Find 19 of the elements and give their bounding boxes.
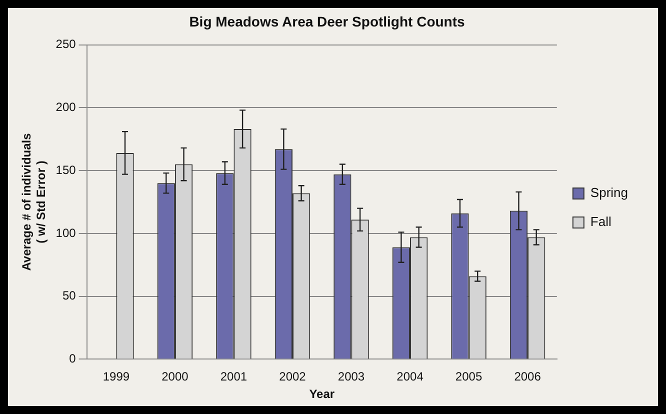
x-tick-label: 2006 [514,370,542,384]
x-tick-label: 2001 [220,370,248,384]
y-tick-label: 150 [56,162,76,177]
y-tick-label: 50 [62,288,76,303]
y-tick-label: 100 [56,226,76,240]
legend-label: Fall [590,214,612,230]
y-tick-label: 0 [69,352,76,366]
x-tick-label: 2000 [162,370,189,384]
x-tick-label: 2005 [455,370,482,384]
legend-label: Spring [590,185,628,200]
x-tick-label: 1999 [102,370,130,384]
x-tick-label: 2004 [396,370,424,384]
x-tick-label: 2002 [279,370,306,384]
x-tick-label: 2003 [338,370,365,384]
x-axis-title: Year [309,387,335,402]
chart-title: Big Meadows Area Deer Spotlight Counts [189,13,466,30]
y-axis-title: Average # of individuals ( w/ Std Error ) [20,132,48,271]
y-tick-label: 200 [56,100,76,114]
y-tick-label: 250 [56,37,76,52]
